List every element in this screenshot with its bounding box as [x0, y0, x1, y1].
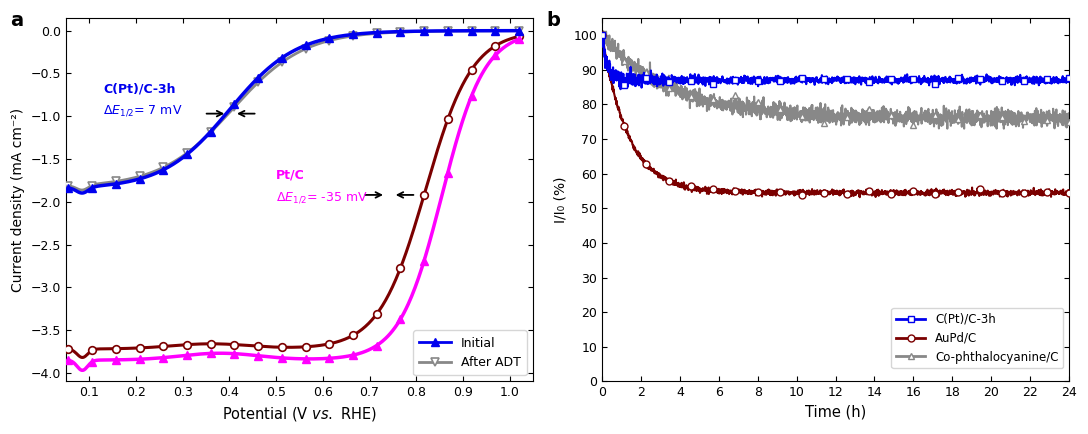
X-axis label: Time (h): Time (h): [805, 405, 866, 420]
X-axis label: Potential (V $vs.$ RHE): Potential (V $vs.$ RHE): [222, 405, 376, 423]
Text: $\Delta E_{1/2}$= -35 mV: $\Delta E_{1/2}$= -35 mV: [276, 190, 368, 205]
Text: C(Pt)/C-3h: C(Pt)/C-3h: [103, 82, 176, 95]
Text: b: b: [546, 10, 560, 30]
Y-axis label: Current density (mA cm⁻²): Current density (mA cm⁻²): [11, 108, 25, 292]
Text: Pt/C: Pt/C: [276, 169, 305, 182]
Text: $\Delta E_{1/2}$= 7 mV: $\Delta E_{1/2}$= 7 mV: [103, 104, 183, 118]
Legend: Initial, After ADT: Initial, After ADT: [413, 330, 527, 375]
Y-axis label: I/I₀ (%): I/I₀ (%): [554, 176, 568, 223]
Text: a: a: [10, 10, 23, 30]
Legend: C(Pt)/C-3h, AuPd/C, Co-phthalocyanine/C: C(Pt)/C-3h, AuPd/C, Co-phthalocyanine/C: [891, 308, 1063, 368]
